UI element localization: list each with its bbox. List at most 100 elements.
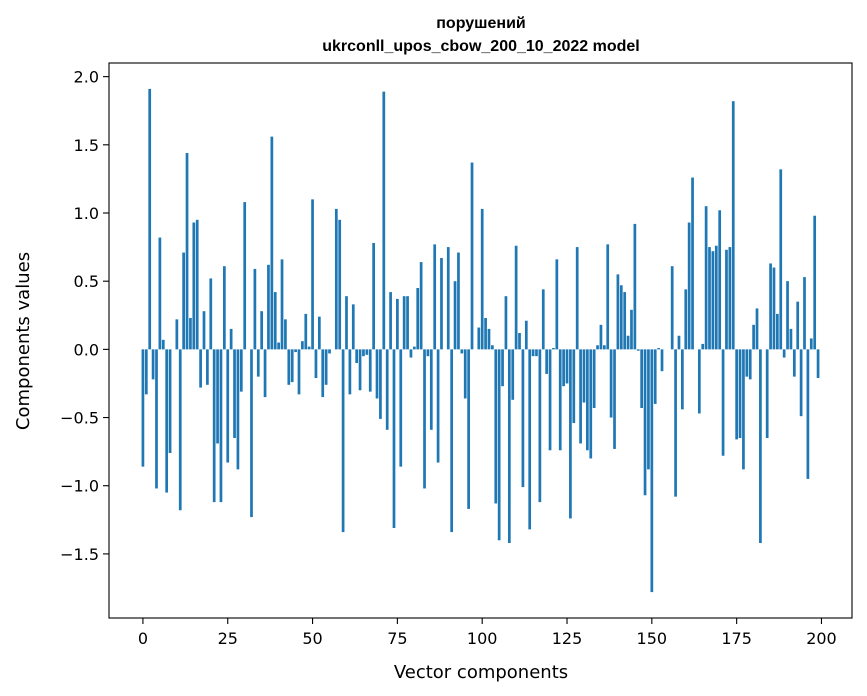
- bar-152: [657, 348, 660, 350]
- bar-131: [586, 349, 589, 451]
- bar-159: [681, 349, 684, 410]
- bar-171: [721, 349, 725, 456]
- chart-title-line-2: ukrconll_upos_cbow_200_10_2022 model: [322, 38, 639, 55]
- bar-29: [239, 349, 243, 392]
- bar-91: [450, 349, 454, 533]
- bar-46: [297, 349, 301, 395]
- bar-72: [385, 349, 389, 430]
- bar-83: [423, 349, 426, 489]
- bar-96: [467, 349, 470, 509]
- bar-117: [538, 349, 542, 503]
- bar-38: [270, 136, 274, 350]
- bar-86: [433, 244, 437, 350]
- bar-103: [491, 345, 494, 350]
- x-tick-label-175: 175: [721, 629, 752, 648]
- bar-164: [697, 349, 701, 414]
- y-axis-ticks: −1.5 −1.0 −0.5 0.0 0.5 1.0 1.5 2.0: [60, 68, 109, 564]
- x-axis-ticks: 0 25 50 75 100 125 150 175 200: [138, 618, 837, 648]
- bar-138: [609, 349, 613, 418]
- bar-161: [687, 222, 691, 350]
- bar-84: [426, 349, 430, 357]
- x-tick-label-125: 125: [552, 629, 583, 648]
- bar-90: [446, 247, 450, 350]
- bar-58: [338, 219, 342, 350]
- bar-143: [626, 335, 630, 350]
- x-tick-label-100: 100: [467, 629, 498, 648]
- bar-82: [419, 262, 423, 350]
- bar-160: [684, 289, 688, 350]
- bar-162: [691, 177, 694, 350]
- bar-198: [813, 215, 817, 350]
- bar-97: [470, 162, 474, 350]
- x-axis-label: Vector components: [394, 662, 568, 683]
- x-tick-label-25: 25: [218, 629, 238, 648]
- bar-5: [158, 237, 162, 350]
- bar-107: [504, 296, 508, 350]
- bar-93: [457, 252, 460, 350]
- bar-77: [402, 296, 406, 350]
- bar-40: [277, 342, 280, 350]
- y-tick-label-2: −0.5: [60, 409, 99, 428]
- bar-21: [212, 349, 216, 503]
- bar-79: [409, 349, 413, 358]
- bar-30: [243, 202, 247, 350]
- y-tick-label-5: 1.0: [74, 204, 99, 223]
- bar-189: [782, 349, 786, 358]
- bar-88: [440, 258, 443, 350]
- bar-133: [592, 349, 596, 408]
- bar-44: [290, 349, 294, 383]
- bar-26: [229, 328, 233, 350]
- bar-147: [640, 349, 644, 408]
- bar-102: [487, 328, 491, 350]
- bar-140: [616, 274, 620, 350]
- bar-111: [518, 333, 521, 350]
- bar-105: [497, 349, 501, 541]
- bar-182: [759, 349, 762, 543]
- bar-65: [362, 349, 365, 357]
- bar-10: [175, 319, 179, 350]
- bar-196: [806, 349, 810, 479]
- bar-92: [453, 281, 457, 350]
- y-axis-label: Components values: [13, 252, 34, 430]
- bar-180: [752, 324, 755, 350]
- bar-191: [789, 328, 793, 350]
- bar-115: [531, 349, 535, 357]
- bar-114: [528, 349, 532, 530]
- bar-178: [745, 349, 749, 377]
- bar-165: [701, 343, 705, 350]
- x-tick-label-50: 50: [302, 629, 322, 648]
- bar-129: [579, 349, 582, 444]
- bar-27: [233, 349, 236, 438]
- bar-14: [189, 318, 192, 350]
- bar-156: [670, 266, 674, 350]
- y-tick-label-4: 0.5: [74, 272, 99, 291]
- bar-123: [558, 349, 562, 451]
- bar-45: [294, 349, 297, 353]
- bar-141: [619, 285, 623, 350]
- bar-177: [742, 349, 745, 470]
- bar-74: [392, 349, 396, 528]
- bar-28: [236, 349, 240, 470]
- bar-186: [772, 267, 776, 350]
- bar-168: [711, 251, 715, 350]
- bar-128: [575, 247, 579, 350]
- bar-85: [429, 349, 433, 430]
- bar-3: [151, 349, 155, 380]
- bar-112: [521, 349, 525, 488]
- bar-118: [541, 289, 545, 350]
- bar-109: [511, 349, 515, 400]
- bar-39: [273, 292, 277, 350]
- bar-73: [389, 292, 392, 350]
- bar-104: [494, 349, 498, 504]
- bar-22: [216, 349, 219, 444]
- bar-42: [284, 319, 287, 350]
- bar-24: [222, 266, 226, 350]
- bar-18: [202, 311, 206, 350]
- bar-172: [725, 249, 728, 350]
- bar-52: [317, 316, 321, 350]
- bar-6: [161, 339, 165, 350]
- bar-25: [226, 349, 230, 463]
- bar-51: [314, 349, 318, 378]
- x-tick-label-150: 150: [637, 629, 668, 648]
